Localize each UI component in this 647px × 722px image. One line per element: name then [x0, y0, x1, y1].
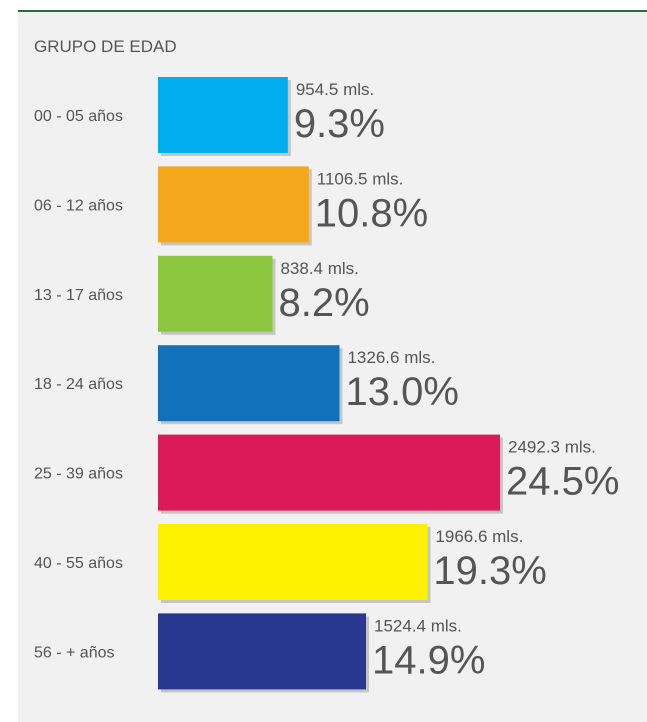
category-label: 40 - 55 años	[34, 555, 123, 572]
count-label: 1966.6 mls.	[435, 527, 523, 546]
bar	[158, 434, 501, 511]
count-label: 1106.5 mls.	[317, 169, 404, 188]
category-label: 25 - 39 años	[34, 466, 123, 483]
count-label: 838.4 mls.	[280, 259, 358, 278]
bar	[158, 613, 367, 690]
bar	[158, 345, 340, 422]
bar	[158, 524, 428, 600]
count-label: 1524.4 mls.	[374, 616, 462, 635]
value-label: 13.0%	[345, 370, 458, 414]
category-label: 13 - 17 años	[34, 287, 123, 304]
bar	[158, 166, 309, 243]
value-label: 9.3%	[294, 102, 385, 146]
value-label: 8.2%	[278, 281, 369, 325]
category-label: 56 - + años	[34, 644, 115, 661]
value-label: 14.9%	[372, 638, 485, 682]
value-label: 10.8%	[315, 191, 428, 235]
chart-title: GRUPO DE EDAD	[34, 37, 177, 56]
count-label: 1326.6 mls.	[347, 348, 435, 367]
category-label: 00 - 05 años	[34, 108, 123, 125]
count-label: 954.5 mls.	[296, 80, 374, 99]
bar	[158, 255, 273, 332]
value-label: 24.5%	[506, 460, 619, 504]
category-label: 18 - 24 años	[34, 376, 123, 393]
value-label: 19.3%	[433, 549, 546, 593]
bar	[158, 77, 288, 153]
category-label: 06 - 12 años	[34, 197, 123, 214]
count-label: 2492.3 mls.	[508, 438, 596, 457]
